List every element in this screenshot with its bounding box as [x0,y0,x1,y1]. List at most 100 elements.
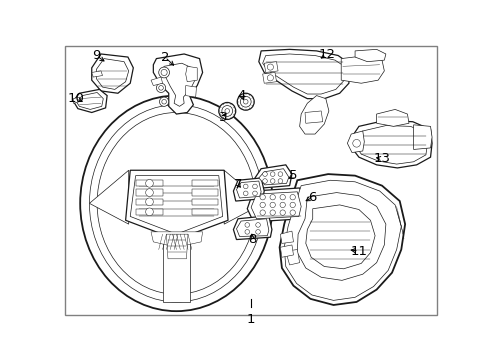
Circle shape [270,172,275,176]
Polygon shape [92,54,133,93]
Circle shape [280,194,285,200]
Circle shape [159,97,169,106]
Text: 8: 8 [248,233,256,246]
Circle shape [260,194,266,200]
Polygon shape [377,109,409,126]
Polygon shape [414,125,432,149]
Circle shape [245,222,249,227]
Polygon shape [125,170,228,239]
Polygon shape [186,86,196,97]
Polygon shape [167,234,188,259]
Polygon shape [259,49,349,99]
Polygon shape [284,180,401,300]
Polygon shape [263,72,276,83]
Polygon shape [233,216,272,239]
Polygon shape [297,193,386,280]
Text: 10: 10 [68,92,85,105]
Polygon shape [192,180,218,186]
Circle shape [253,191,257,195]
Circle shape [162,99,167,104]
Text: 5: 5 [289,169,298,182]
Polygon shape [136,180,163,186]
Polygon shape [255,165,292,188]
Polygon shape [186,66,197,82]
Polygon shape [163,63,195,106]
Polygon shape [153,54,203,114]
Circle shape [146,208,153,216]
Text: 9: 9 [92,49,100,62]
Polygon shape [305,111,323,123]
Text: 2: 2 [161,50,169,64]
Text: 3: 3 [219,111,228,125]
Circle shape [240,96,251,107]
Polygon shape [247,188,305,222]
Text: 7: 7 [234,177,242,190]
Polygon shape [192,189,218,195]
Polygon shape [347,131,365,153]
Circle shape [270,179,275,183]
Polygon shape [136,189,163,195]
Polygon shape [74,89,107,112]
Circle shape [256,230,260,234]
Polygon shape [76,93,103,109]
Circle shape [268,64,273,70]
Circle shape [280,202,285,208]
Circle shape [270,202,275,208]
Circle shape [245,230,249,234]
Polygon shape [92,71,102,77]
Circle shape [244,99,248,104]
Circle shape [260,202,266,208]
Polygon shape [136,209,163,215]
Circle shape [278,172,283,176]
Text: 1: 1 [247,314,255,327]
Circle shape [244,184,248,189]
Circle shape [161,69,167,76]
Circle shape [225,109,229,113]
Circle shape [290,210,295,215]
Circle shape [256,222,260,227]
Ellipse shape [80,95,273,311]
Polygon shape [74,97,79,103]
Polygon shape [355,49,386,62]
Polygon shape [300,95,329,134]
Polygon shape [136,199,163,205]
Text: 4: 4 [238,89,246,102]
Polygon shape [280,245,294,257]
Ellipse shape [89,105,264,302]
Circle shape [290,194,295,200]
Circle shape [263,179,268,183]
Circle shape [146,180,153,187]
Polygon shape [192,199,218,205]
Circle shape [270,194,275,200]
Circle shape [146,189,153,197]
Circle shape [263,172,268,176]
Polygon shape [306,205,375,269]
Text: 12: 12 [318,48,335,61]
Polygon shape [97,59,129,89]
Circle shape [159,67,170,78]
Circle shape [222,105,233,116]
Polygon shape [280,231,294,243]
Text: 11: 11 [350,244,368,258]
Polygon shape [351,120,432,168]
Polygon shape [89,170,129,224]
Circle shape [278,179,283,183]
Circle shape [237,93,254,110]
Text: 6: 6 [309,191,317,204]
Polygon shape [355,126,427,164]
Polygon shape [259,169,289,185]
Polygon shape [251,192,301,219]
Polygon shape [130,176,222,234]
Circle shape [280,210,285,215]
Polygon shape [237,219,269,237]
Polygon shape [280,174,405,305]
Circle shape [353,139,361,147]
Polygon shape [237,181,261,198]
Polygon shape [286,249,300,265]
Polygon shape [233,178,264,201]
Polygon shape [163,234,190,302]
Circle shape [156,83,166,93]
Polygon shape [341,55,384,83]
Circle shape [270,210,275,215]
Text: 13: 13 [373,152,391,165]
